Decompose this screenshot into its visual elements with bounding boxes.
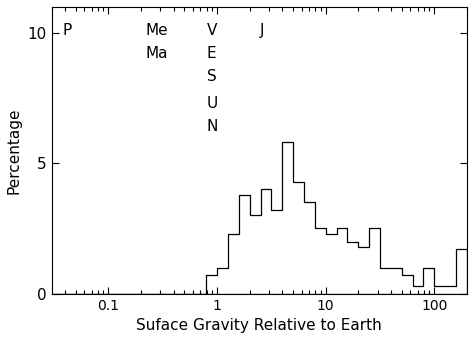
- Text: U: U: [207, 96, 218, 110]
- X-axis label: Suface Gravity Relative to Earth: Suface Gravity Relative to Earth: [137, 318, 382, 333]
- Y-axis label: Percentage: Percentage: [7, 107, 22, 193]
- Text: E: E: [207, 46, 216, 61]
- Text: V: V: [207, 22, 217, 38]
- Text: J: J: [260, 22, 265, 38]
- Text: N: N: [207, 119, 218, 134]
- Text: Me: Me: [146, 22, 168, 38]
- Text: P: P: [63, 22, 72, 38]
- Text: Ma: Ma: [146, 46, 168, 61]
- Text: S: S: [207, 69, 216, 85]
